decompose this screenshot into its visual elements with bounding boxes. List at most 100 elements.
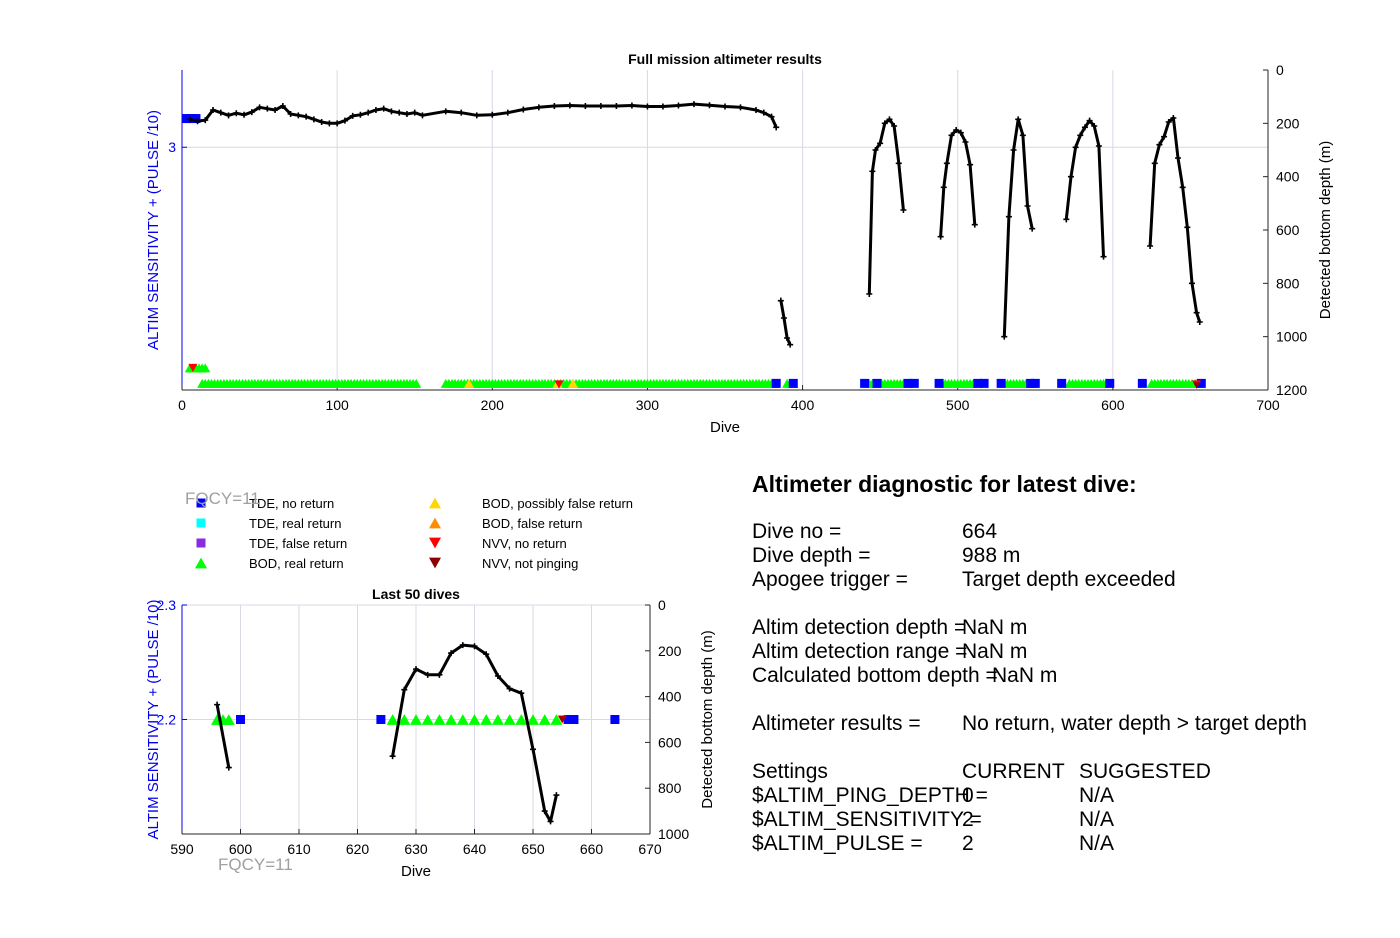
left-tick-label: 2.3 [157, 597, 177, 613]
bottom-depth-point [225, 764, 232, 771]
bottom-depth-point [937, 233, 944, 240]
bottom-depth-point [504, 109, 511, 116]
bottom-depth-point [551, 103, 558, 109]
tde-no-return-marker [1026, 378, 1036, 388]
right-tick-label: 400 [658, 689, 682, 705]
tde-no-return-marker [1196, 378, 1206, 388]
bottom-depth-point [1019, 132, 1026, 139]
tde-no-return-marker [860, 378, 870, 388]
legend-label: TDE, false return [249, 536, 347, 551]
bottom-depth-point [341, 117, 348, 124]
bottom-depth-point [1184, 224, 1191, 231]
bottom-depth-point [436, 671, 443, 678]
bod-real-return-marker [468, 714, 481, 725]
bottom-depth-point [1077, 132, 1084, 139]
bottom-depth-point [1100, 253, 1107, 260]
x-tick-label: 620 [346, 841, 370, 857]
bottom-depth-point [1151, 160, 1158, 167]
right-tick-label: 1000 [658, 826, 689, 842]
legend-marker [196, 518, 206, 528]
bottom-depth-point [566, 102, 573, 109]
tde-no-return-marker [909, 378, 919, 388]
left-tick-label: 2.2 [157, 712, 177, 728]
right-tick-label: 1000 [1276, 329, 1307, 345]
legend-label: NVV, no return [482, 536, 567, 551]
bottom-depth-point [365, 109, 372, 116]
bottom-depth-point [541, 808, 548, 815]
bottom-depth-point [706, 102, 713, 109]
bottom-depth-point [869, 168, 876, 175]
bottom-depth-point [1067, 173, 1074, 180]
legend-label: BOD, real return [249, 556, 344, 571]
bottom-depth-point [582, 103, 589, 109]
bottom-depth-point [326, 120, 333, 127]
bottom-depth-point [318, 119, 325, 125]
bottom-depth-point [1196, 319, 1203, 325]
bottom-depth-point [483, 651, 490, 658]
bottom-depth-point [279, 103, 286, 109]
bottom-depth-point [659, 103, 666, 110]
nvv-not-pinging-marker [1193, 382, 1201, 389]
bod-real-return-marker [503, 714, 516, 725]
right-tick-label: 400 [1276, 169, 1300, 185]
bod-real-return-marker [456, 714, 469, 725]
bottom-depth-point [403, 111, 410, 117]
bottom-depth-point [264, 105, 271, 112]
bottom-depth-point [413, 666, 419, 673]
bottom-depth-point [777, 297, 784, 304]
bottom-depth-point [530, 746, 536, 753]
bottom-depth-point [388, 108, 395, 115]
bottom-depth-point [494, 672, 501, 679]
left-axis-label: ALTIM SENSITIVITY + (PULSE /10) [145, 600, 162, 840]
x-tick-label: 630 [404, 841, 428, 857]
bottom-depth-point [233, 110, 240, 117]
right-tick-label: 200 [1276, 115, 1300, 131]
legend-marker [429, 537, 441, 549]
fqcy-label-bottom: FQCY=11 [218, 855, 293, 874]
right-tick-label: 800 [1276, 275, 1300, 291]
tde-no-return-marker [1137, 378, 1147, 388]
bottom-depth-point [737, 104, 744, 111]
tde-no-return-marker [569, 715, 579, 724]
tde-no-return-marker [563, 715, 573, 724]
right-tick-label: 0 [658, 597, 666, 613]
bottom-depth-point [217, 109, 224, 116]
bottom-depth-point [401, 686, 408, 693]
bod-real-return-marker [445, 714, 458, 725]
bottom-depth-point [272, 107, 279, 113]
bottom-depth-point [1156, 141, 1163, 148]
bottom-depth-point [1029, 225, 1036, 232]
last-50-dives-chart: 590 600 610 620 630 640 650 660 670 2.2 2.3 0 200 400… [145, 586, 716, 880]
bottom-depth-point [675, 102, 682, 109]
x-tick-label: 650 [521, 841, 545, 857]
bottom-depth-point [962, 139, 969, 145]
bottom-depth-point [186, 116, 193, 123]
bottom-depth-point [866, 291, 873, 297]
bottom-depth-point [940, 184, 947, 191]
bod-real-return-marker [200, 363, 211, 373]
bod-possibly-false-marker [464, 378, 475, 388]
bottom-depth-point [886, 116, 893, 123]
bottom-depth-line [189, 102, 778, 128]
right-tick-label: 1200 [1276, 382, 1307, 398]
bottom-depth-point [1175, 155, 1182, 161]
bod-possibly-false-marker [567, 378, 578, 388]
bottom-depth-point [349, 112, 356, 119]
bottom-depth-point [547, 818, 554, 825]
bottom-depth-point [628, 102, 635, 109]
bod-real-return-marker [538, 714, 551, 725]
bottom-depth-point [1063, 216, 1070, 223]
bod-real-return-marker [421, 714, 434, 725]
bod-real-return-marker [411, 378, 422, 388]
right-tick-label: 600 [658, 734, 682, 750]
tde-no-return-marker [1057, 378, 1067, 388]
bottom-depth-point [389, 753, 396, 760]
legend-marker [196, 538, 206, 548]
tde-no-return-marker [236, 715, 245, 724]
bottom-depth-point [520, 106, 527, 113]
bottom-depth-line [1148, 116, 1202, 323]
bottom-depth-line [215, 704, 231, 768]
legend-label: BOD, possibly false return [482, 496, 633, 511]
nvv-no-return-marker [554, 380, 564, 389]
tde-no-return-marker [1030, 378, 1040, 388]
